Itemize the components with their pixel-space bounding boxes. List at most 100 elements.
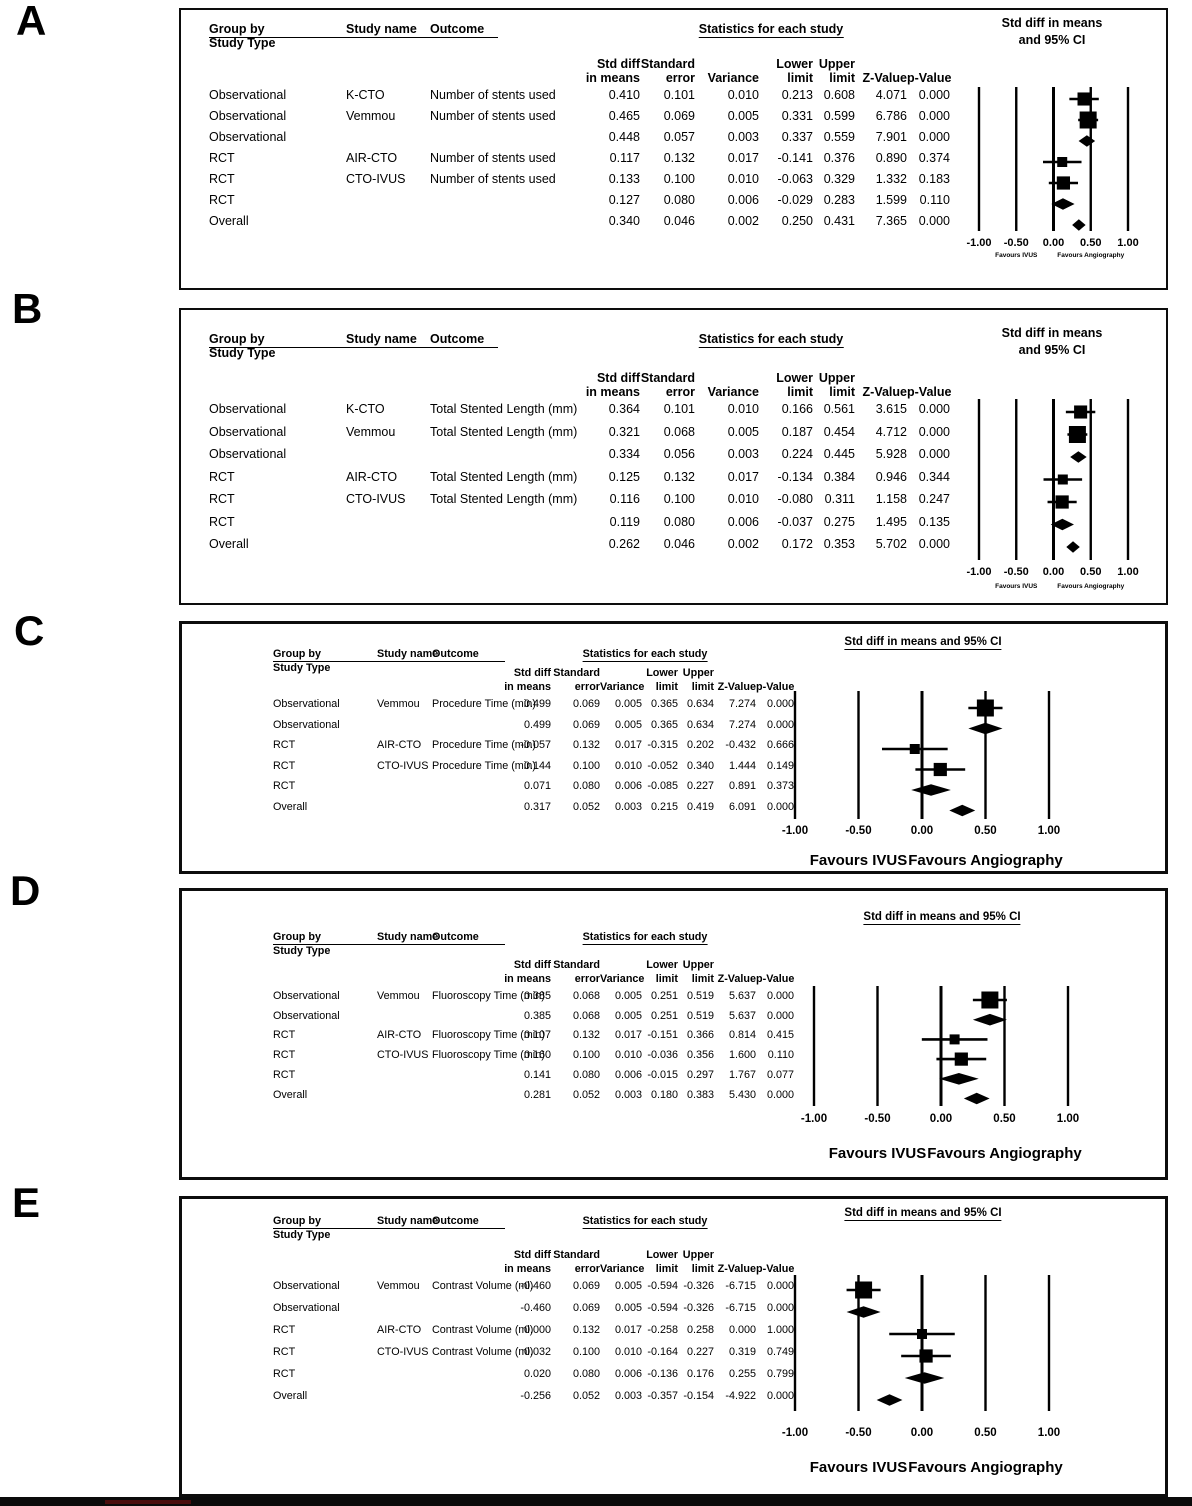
plot-title: Std diff in means and 95% CI <box>844 636 1002 650</box>
stat-cell: -6.715 <box>725 1302 756 1314</box>
study-square <box>855 1281 873 1299</box>
stat-cell: 0.003 <box>614 1390 642 1402</box>
stat-cell: 0.799 <box>766 1368 794 1380</box>
header-stats-title: Statistics for each study <box>582 648 708 662</box>
stat-cell: 0.135 <box>918 514 950 529</box>
study-square <box>954 1052 968 1066</box>
stat-cell: 0.519 <box>686 1009 714 1022</box>
favours-left-label: Favours IVUS <box>995 583 1038 590</box>
stat-cell: 4.712 <box>875 424 907 439</box>
overall-diamond <box>876 1394 903 1406</box>
stat-cell: 0.247 <box>918 492 950 506</box>
group-cell: RCT <box>209 469 235 484</box>
stat-cell: Standard <box>553 959 600 971</box>
stat-cell: Std diff <box>596 57 640 71</box>
stat-cell: 0.077 <box>766 1068 794 1081</box>
stat-cell: 0.005 <box>614 1009 642 1022</box>
stat-cell: 0.000 <box>766 1009 794 1022</box>
stat-cell: 0.010 <box>614 1346 642 1358</box>
forest-table-row: RCT 0.119 0.080 0.006 -0.037 0.275 1.495 0.135 <box>209 515 950 529</box>
outcome-cell: Contrast Volume (ml) <box>432 1280 534 1292</box>
stat-cell: 0.213 <box>781 88 813 102</box>
stat-cell: 0.250 <box>781 214 813 228</box>
stat-cell: 5.637 <box>728 1009 756 1022</box>
stat-cell: Lower <box>646 1249 678 1261</box>
header-stats-title: Statistics for each study <box>582 931 708 945</box>
stat-cell: 0.005 <box>727 109 759 123</box>
stat-cell: 0.465 <box>608 109 640 123</box>
forest-table-row: RCT CTO-IVUS Contrast Volume (ml) 0.032 0.10… <box>273 1346 794 1358</box>
forest-table-row: RCT 0.141 0.080 0.006 -0.015 0.297 1.767 0.077 <box>273 1069 794 1081</box>
panel-letter-A: A <box>16 0 47 44</box>
stat-cell: 0.006 <box>614 1368 642 1380</box>
stat-cell: -0.085 <box>647 780 678 792</box>
stat-cell: 0.000 <box>918 447 950 461</box>
group-cell: Observational <box>273 1302 340 1314</box>
stat-cell: 0.069 <box>572 718 600 731</box>
header-study-type: Study Type <box>273 662 331 674</box>
stat-cell: 0.890 <box>875 151 907 165</box>
study-square <box>1057 157 1068 167</box>
stat-cell: 0.448 <box>608 130 640 144</box>
stat-cell: 0.227 <box>686 1346 714 1358</box>
x-tick-label: 0.50 <box>1080 566 1102 578</box>
outcome-cell: Number of stents used <box>430 172 556 186</box>
overall-diamond <box>1072 219 1086 231</box>
stat-cell: 0.052 <box>572 1390 600 1402</box>
stat-cell: 0.006 <box>614 1068 642 1081</box>
group-cell: Observational <box>273 698 340 710</box>
stat-cell: 0.334 <box>608 447 640 461</box>
study-square <box>1055 495 1069 509</box>
overall-diamond <box>949 804 976 817</box>
x-tick-label: 1.00 <box>1117 237 1139 249</box>
stat-cell: in means <box>504 973 551 985</box>
x-tick-label: 0.00 <box>929 1113 953 1125</box>
outcome-cell: Procedure Time (min) <box>432 759 536 772</box>
stat-cell: 0.117 <box>609 151 640 165</box>
stat-cell: 0.297 <box>686 1068 714 1081</box>
study-cell: CTO-IVUS <box>346 492 406 506</box>
stat-cell: p-Value <box>756 681 795 693</box>
stat-cell: 0.005 <box>727 424 759 439</box>
group-cell: Observational <box>209 447 287 461</box>
stat-cell: 0.000 <box>918 402 950 416</box>
group-cell: Observational <box>273 1009 340 1022</box>
stat-cell: 7.901 <box>875 130 907 144</box>
stat-cell: limit <box>691 973 714 985</box>
forest-table-row: Observational -0.460 0.069 0.005 -0.594 -0.32… <box>273 1302 794 1314</box>
stat-cell: 0.000 <box>766 1280 794 1292</box>
header-study-name: Study name <box>346 22 417 36</box>
stat-cell: 0.376 <box>823 151 855 165</box>
stat-cell: 1.599 <box>875 193 907 207</box>
stat-cell: 0.132 <box>572 1324 600 1336</box>
group-cell: Observational <box>273 1280 340 1292</box>
outcome-cell: Contrast Volume (ml) <box>432 1324 534 1336</box>
stat-cell: 0.353 <box>823 537 855 551</box>
forest-plot-A <box>977 87 1130 231</box>
outcome-cell: Total Stented Length (mm) <box>430 469 578 484</box>
header-outcome: Outcome <box>430 22 485 36</box>
x-tick-label: -0.50 <box>1003 237 1029 249</box>
forest-table-row: RCT AIR-CTO Total Stented Length (mm) 0.125… <box>209 470 950 484</box>
stat-cell: 0.080 <box>572 1368 600 1380</box>
plot-title: and 95% CI <box>1018 33 1086 47</box>
stat-cell: Lower <box>646 959 678 971</box>
group-cell: RCT <box>273 1068 296 1081</box>
group-cell: Observational <box>273 718 340 731</box>
stat-cell: 0.356 <box>686 1049 714 1062</box>
stat-cell: 0.017 <box>614 1029 642 1042</box>
stat-cell: Standard <box>553 1249 600 1261</box>
stat-cell: 0.666 <box>766 739 794 751</box>
stat-cell: 0.116 <box>609 492 640 506</box>
stat-cell: 6.091 <box>728 800 756 813</box>
stat-cell: p-Value <box>756 1263 795 1275</box>
x-tick-label: 0.00 <box>910 1427 934 1439</box>
stat-cell: 0.068 <box>572 990 600 1002</box>
stat-cell: Variance <box>600 973 645 985</box>
stat-cell: Variance <box>707 385 759 399</box>
study-square <box>1079 111 1097 129</box>
stat-cell: 1.495 <box>875 514 907 529</box>
stat-cell: Upper <box>682 959 714 971</box>
overall-diamond <box>1066 541 1080 553</box>
x-tick-label: -0.50 <box>1003 566 1029 578</box>
